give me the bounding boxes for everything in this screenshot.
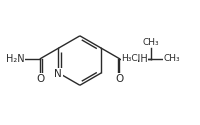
Text: NH: NH bbox=[133, 54, 147, 64]
Text: CH₃: CH₃ bbox=[163, 54, 180, 63]
Text: CH₃: CH₃ bbox=[142, 38, 159, 47]
Text: H₂N: H₂N bbox=[6, 54, 24, 64]
Text: N: N bbox=[54, 68, 62, 78]
Text: O: O bbox=[36, 74, 45, 84]
Text: O: O bbox=[115, 74, 123, 84]
Text: H₃C: H₃C bbox=[121, 54, 138, 63]
